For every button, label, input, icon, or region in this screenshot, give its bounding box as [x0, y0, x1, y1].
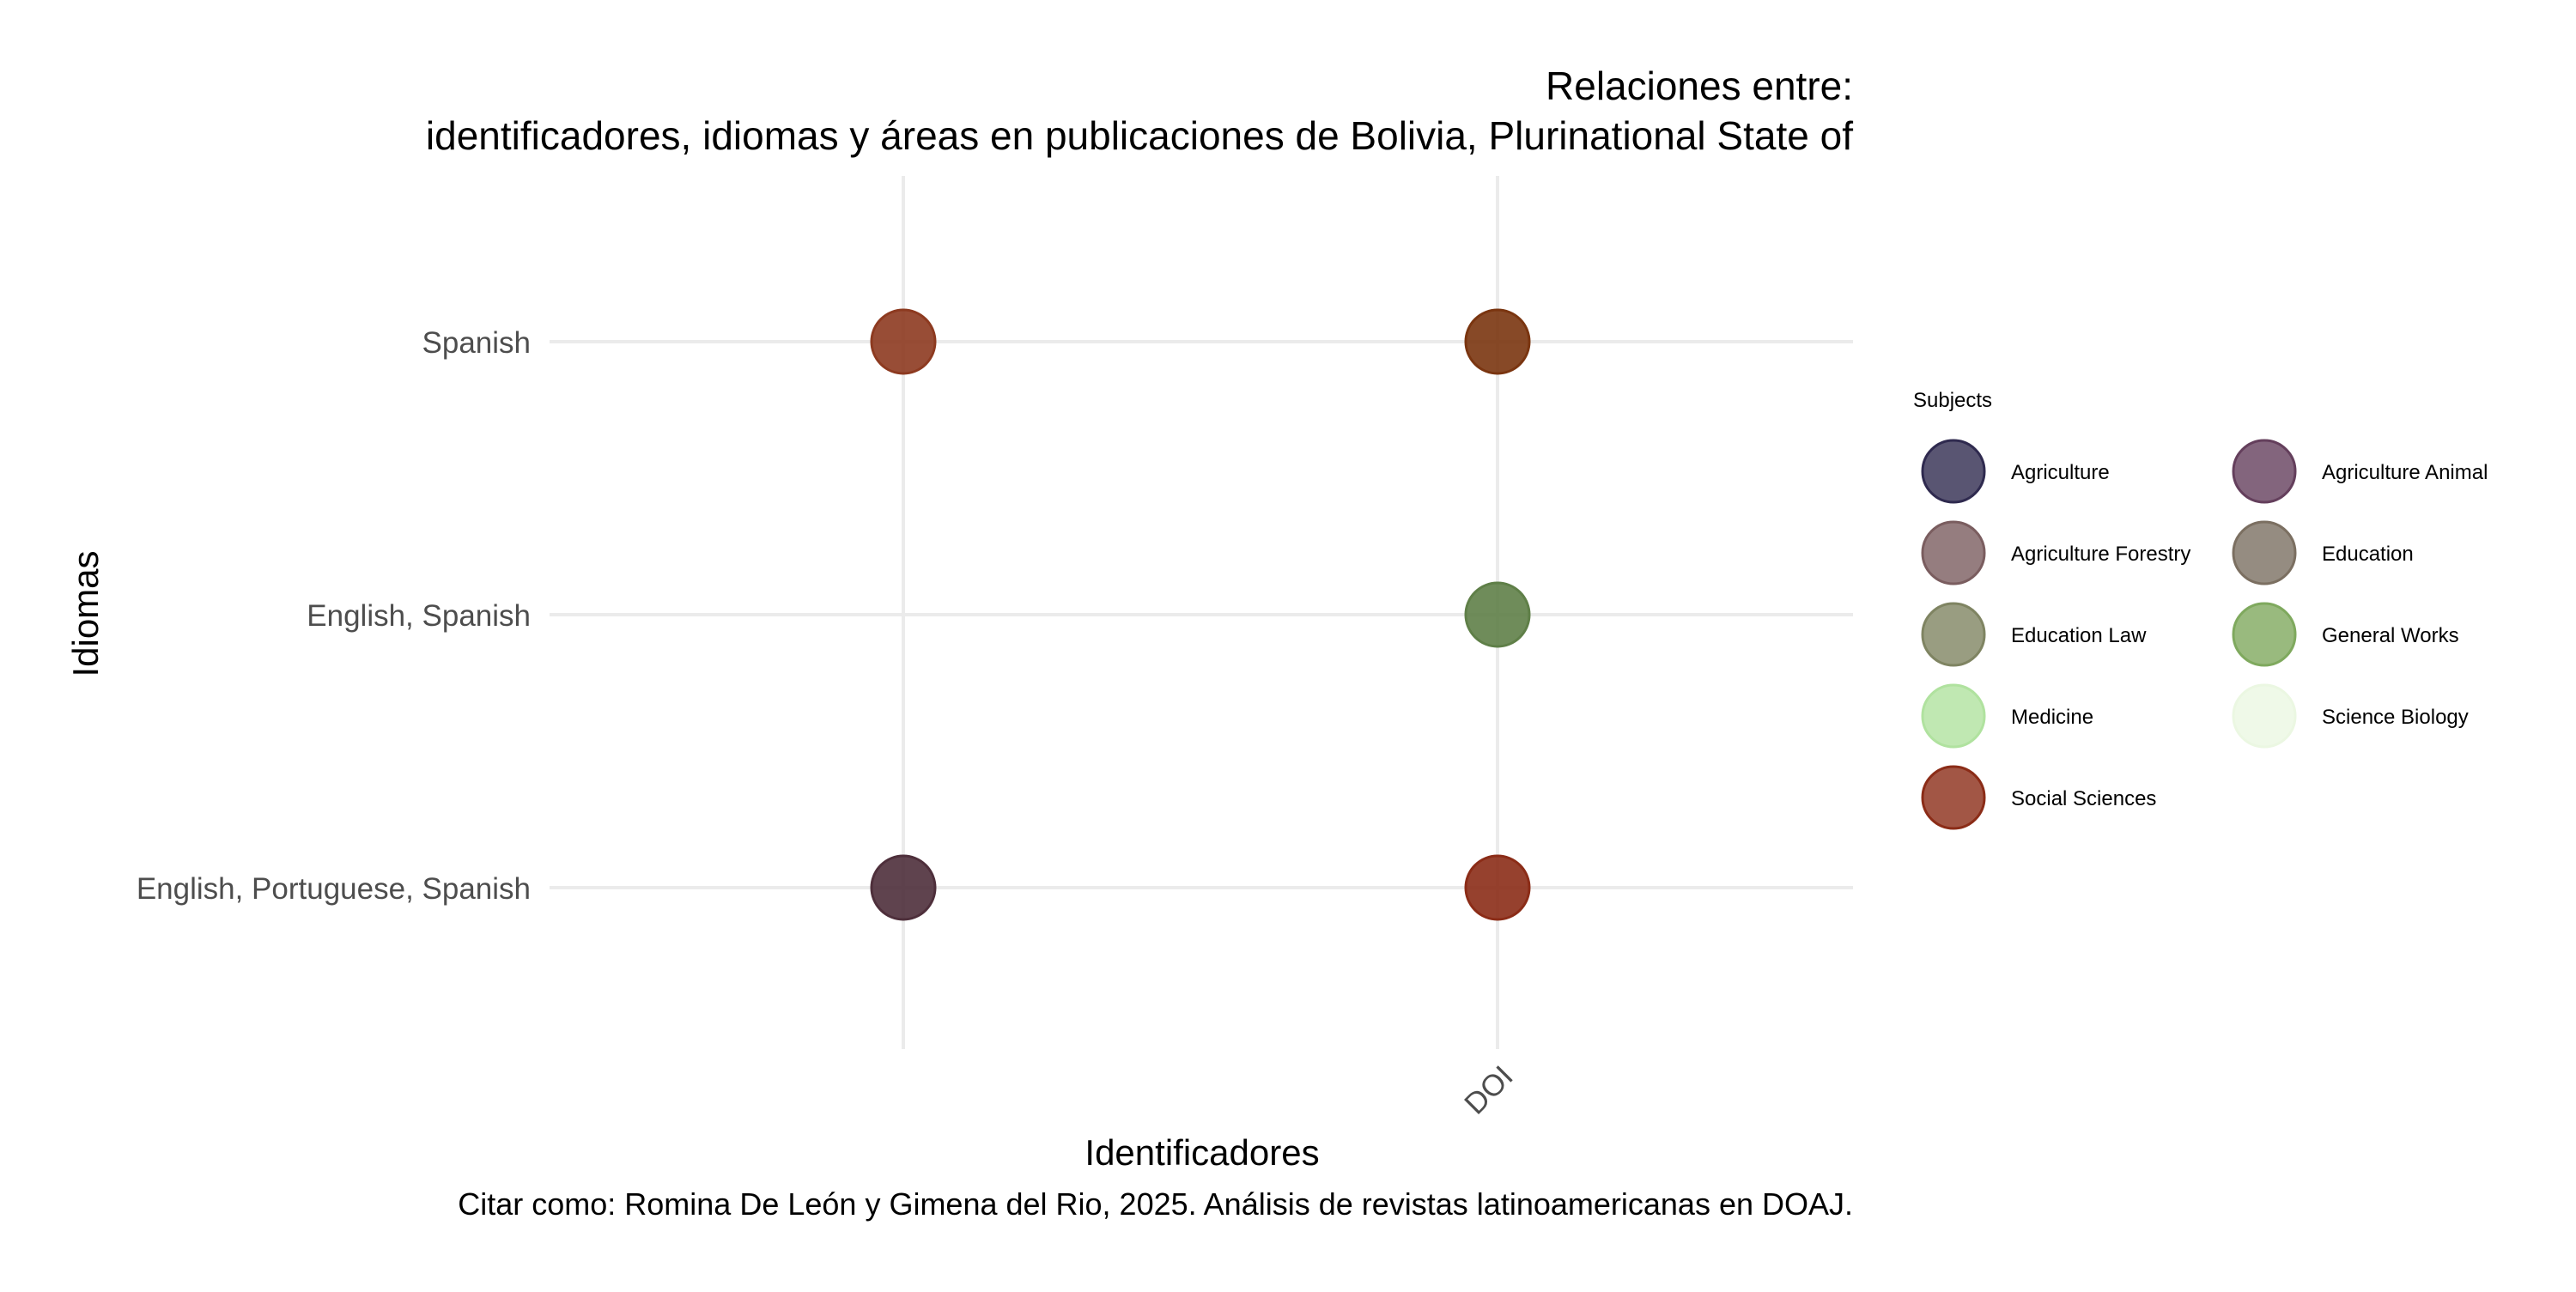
- data-point: [1464, 854, 1531, 921]
- legend-key: [2232, 520, 2297, 585]
- legend-label: Agriculture Forestry: [2011, 543, 2190, 566]
- legend-key: [1921, 683, 1986, 749]
- legend-key: [1921, 602, 1986, 667]
- legend-key: [1921, 765, 1986, 830]
- axis-tick-labels: English, Portuguese, Spanish English, Spa…: [137, 326, 1520, 1121]
- legend-label: Education Law: [2011, 624, 2147, 647]
- legend-label: Medicine: [2011, 706, 2093, 729]
- legend-label: Education: [2322, 543, 2414, 566]
- legend-key: [2232, 602, 2297, 667]
- legend-key: [1921, 439, 1986, 504]
- legend-title: Subjects: [1913, 389, 1992, 412]
- legend-key: [2232, 439, 2297, 504]
- data-point: [1464, 581, 1531, 648]
- y-tick-label: Spanish: [422, 326, 531, 360]
- y-axis-title: Idiomas: [65, 550, 106, 676]
- legend-label: Social Sciences: [2011, 787, 2156, 810]
- y-tick-label: English, Spanish: [307, 599, 531, 633]
- x-axis-title: Identificadores: [1084, 1132, 1319, 1173]
- legend-label: Agriculture: [2011, 461, 2110, 484]
- data-point: [870, 308, 937, 375]
- data-point: [1464, 308, 1531, 375]
- chart-caption: Citar como: Romina De León y Gimena del …: [458, 1186, 1853, 1222]
- data-points: [870, 308, 1531, 921]
- legend-label: General Works: [2322, 624, 2459, 647]
- chart-subtitle: identificadores, idiomas y áreas en publ…: [426, 113, 1853, 158]
- legend-label: Agriculture Animal: [2322, 461, 2488, 484]
- data-point: [870, 854, 937, 921]
- y-tick-label: English, Portuguese, Spanish: [137, 872, 531, 906]
- legend-key: [2232, 683, 2297, 749]
- legend-label: Science Biology: [2322, 706, 2469, 729]
- chart-title: Relaciones entre:: [1546, 64, 1853, 108]
- legend-key: [1921, 520, 1986, 585]
- legend: Subjects Agriculture Agriculture Animal Ag…: [1913, 389, 2488, 830]
